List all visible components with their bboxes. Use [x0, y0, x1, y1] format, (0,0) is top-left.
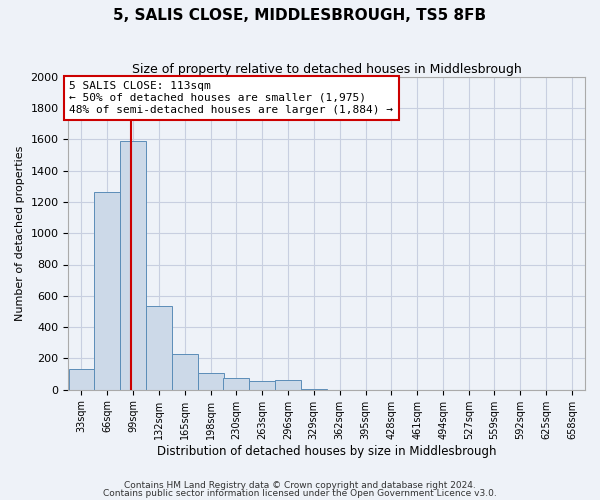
Title: Size of property relative to detached houses in Middlesbrough: Size of property relative to detached ho…: [132, 62, 521, 76]
Bar: [223, 378, 249, 390]
Bar: [121, 141, 146, 390]
Text: 5, SALIS CLOSE, MIDDLESBROUGH, TS5 8FB: 5, SALIS CLOSE, MIDDLESBROUGH, TS5 8FB: [113, 8, 487, 22]
Bar: [172, 354, 198, 390]
Bar: [146, 306, 172, 390]
Bar: [275, 380, 301, 390]
Text: 5 SALIS CLOSE: 113sqm
← 50% of detached houses are smaller (1,975)
48% of semi-d: 5 SALIS CLOSE: 113sqm ← 50% of detached …: [69, 82, 393, 114]
Bar: [68, 370, 94, 390]
Text: Contains public sector information licensed under the Open Government Licence v3: Contains public sector information licen…: [103, 489, 497, 498]
X-axis label: Distribution of detached houses by size in Middlesbrough: Distribution of detached houses by size …: [157, 444, 496, 458]
Bar: [198, 374, 224, 390]
Bar: [301, 389, 326, 390]
Text: Contains HM Land Registry data © Crown copyright and database right 2024.: Contains HM Land Registry data © Crown c…: [124, 480, 476, 490]
Bar: [249, 381, 275, 390]
Y-axis label: Number of detached properties: Number of detached properties: [15, 146, 25, 321]
Bar: [94, 192, 120, 390]
